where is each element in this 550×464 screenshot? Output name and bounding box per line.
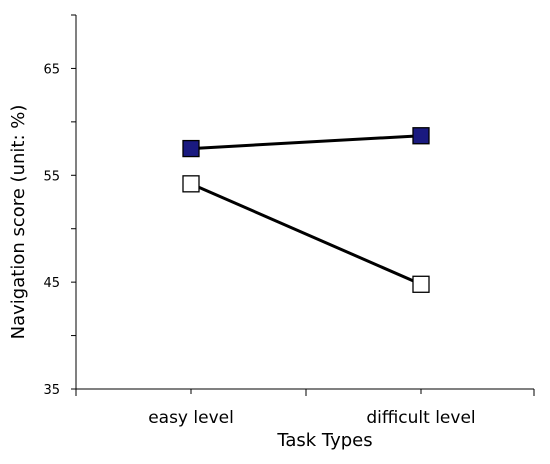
y-ticks: 35 45 55 65 <box>43 14 76 398</box>
y-tick-label: 65 <box>43 62 60 77</box>
series-line <box>190 182 422 286</box>
y-tick-label: 35 <box>43 383 60 398</box>
data-point-open-square <box>182 175 200 193</box>
y-axis-title: Navigation score (unit: %) <box>8 105 29 340</box>
y-tick-label: 55 <box>43 169 60 184</box>
axes <box>75 15 534 390</box>
data-point-filled-square <box>182 139 200 158</box>
series <box>182 127 430 293</box>
x-axis-title: Task Types <box>276 430 372 451</box>
series-line <box>190 134 422 151</box>
data-point-filled-square <box>412 127 430 145</box>
x-tick-label: difficult level <box>366 408 475 428</box>
data-point-open-square <box>412 275 430 293</box>
y-tick-label: 45 <box>43 276 60 291</box>
x-tick-label: easy level <box>148 408 234 428</box>
x-ticks: easy level difficult level <box>75 389 535 428</box>
